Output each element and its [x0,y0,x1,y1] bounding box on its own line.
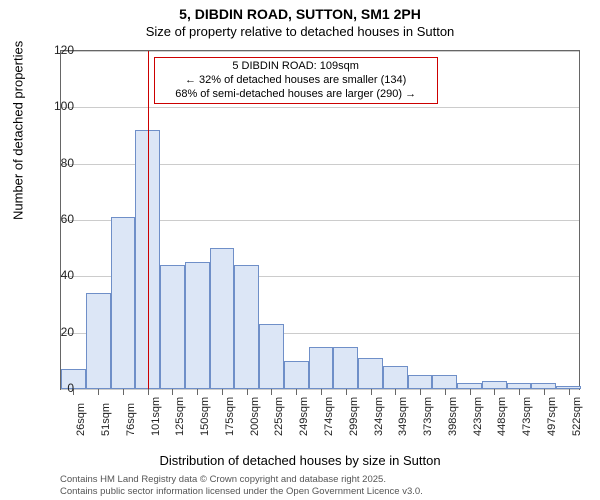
x-tick [247,389,248,395]
histogram-bar [259,324,284,389]
plot-area: 5 DIBDIN ROAD: 109sqm← 32% of detached h… [60,50,580,390]
x-tick [222,389,223,395]
x-tick-label: 349sqm [397,397,409,436]
y-tick-label: 100 [44,99,74,113]
histogram-bar [333,347,358,389]
x-tick-label: 76sqm [125,403,137,436]
y-axis-label: Number of detached properties [11,41,26,220]
histogram-bar [160,265,185,389]
y-tick-label: 20 [44,325,74,339]
x-tick-label: 225sqm [273,397,285,436]
gridline [61,107,579,108]
x-tick-label: 26sqm [75,403,87,436]
histogram-bar [284,361,309,389]
histogram-bar [432,375,457,389]
callout-line: 5 DIBDIN ROAD: 109sqm [161,60,431,74]
x-tick-label: 324sqm [373,397,385,436]
histogram-bar [210,248,235,389]
histogram-bar [358,358,383,389]
histogram-bar [234,265,259,389]
x-tick-label: 448sqm [496,397,508,436]
x-tick-label: 274sqm [323,397,335,436]
attribution-line: Contains HM Land Registry data © Crown c… [60,474,423,486]
x-tick-label: 522sqm [571,397,583,436]
gridline [61,389,579,390]
x-tick-label: 249sqm [298,397,310,436]
histogram-bar [383,366,408,389]
x-tick [445,389,446,395]
x-tick [346,389,347,395]
marker-callout: 5 DIBDIN ROAD: 109sqm← 32% of detached h… [154,57,438,104]
histogram-bar [482,381,507,389]
histogram-bar [185,262,210,389]
x-tick [197,389,198,395]
x-tick-label: 200sqm [249,397,261,436]
chart-container: 5, DIBDIN ROAD, SUTTON, SM1 2PH Size of … [0,0,600,500]
chart-title: 5, DIBDIN ROAD, SUTTON, SM1 2PH [0,0,600,22]
x-tick [494,389,495,395]
x-tick [123,389,124,395]
x-tick-label: 398sqm [447,397,459,436]
x-tick [172,389,173,395]
y-tick-label: 120 [44,43,74,57]
y-tick-label: 80 [44,156,74,170]
callout-line: ← 32% of detached houses are smaller (13… [161,74,431,88]
attribution-line: Contains public sector information licen… [60,486,423,498]
x-tick [321,389,322,395]
x-tick-label: 299sqm [348,397,360,436]
histogram-bar [408,375,433,389]
x-tick-label: 150sqm [199,397,211,436]
x-tick [420,389,421,395]
histogram-bar [309,347,334,389]
histogram-bar [111,217,136,389]
x-tick [271,389,272,395]
x-axis-label: Distribution of detached houses by size … [0,453,600,468]
x-tick-label: 101sqm [150,397,162,436]
chart-subtitle: Size of property relative to detached ho… [0,24,600,39]
gridline [61,51,579,52]
x-tick [395,389,396,395]
x-tick-label: 175sqm [224,397,236,436]
x-tick-label: 497sqm [546,397,558,436]
histogram-bar [86,293,111,389]
x-tick-label: 423sqm [472,397,484,436]
x-tick [98,389,99,395]
marker-line [148,51,149,389]
x-tick [371,389,372,395]
x-tick-label: 473sqm [521,397,533,436]
callout-line: 68% of semi-detached houses are larger (… [161,88,431,102]
x-tick-label: 51sqm [100,403,112,436]
y-tick-label: 60 [44,212,74,226]
x-tick-label: 373sqm [422,397,434,436]
x-tick [519,389,520,395]
x-tick-label: 125sqm [174,397,186,436]
x-tick [569,389,570,395]
x-tick [148,389,149,395]
x-tick [470,389,471,395]
x-tick [296,389,297,395]
attribution: Contains HM Land Registry data © Crown c… [60,474,423,498]
y-tick-label: 40 [44,268,74,282]
x-tick [544,389,545,395]
y-tick-label: 0 [44,381,74,395]
